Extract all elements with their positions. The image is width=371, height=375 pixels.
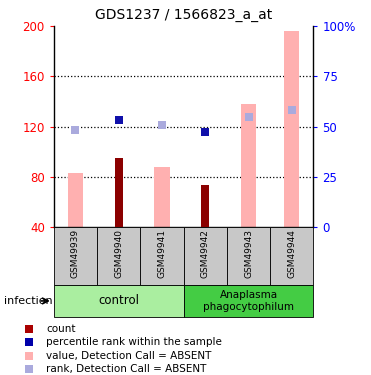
Bar <box>284 31 299 227</box>
Bar <box>97 227 140 285</box>
Text: infection: infection <box>4 296 52 306</box>
Bar <box>115 158 122 227</box>
Text: GSM49940: GSM49940 <box>114 229 123 278</box>
Text: GSM49941: GSM49941 <box>158 229 167 278</box>
Bar <box>140 227 184 285</box>
Text: value, Detection Call = ABSENT: value, Detection Call = ABSENT <box>46 351 211 361</box>
Text: GSM49939: GSM49939 <box>71 229 80 278</box>
Bar <box>154 166 170 227</box>
Bar <box>201 186 209 227</box>
Text: Anaplasma
phagocytophilum: Anaplasma phagocytophilum <box>203 290 294 312</box>
Text: GSM49944: GSM49944 <box>288 229 296 278</box>
Bar <box>270 227 313 285</box>
Text: GSM49942: GSM49942 <box>201 229 210 278</box>
Bar <box>227 227 270 285</box>
Bar <box>54 227 97 285</box>
Text: percentile rank within the sample: percentile rank within the sample <box>46 338 222 347</box>
Text: control: control <box>98 294 139 307</box>
Text: count: count <box>46 324 76 334</box>
Bar <box>184 227 227 285</box>
Text: GSM49943: GSM49943 <box>244 229 253 278</box>
Title: GDS1237 / 1566823_a_at: GDS1237 / 1566823_a_at <box>95 9 272 22</box>
Bar <box>68 173 83 227</box>
Bar <box>241 104 256 227</box>
Bar <box>54 285 184 317</box>
Text: rank, Detection Call = ABSENT: rank, Detection Call = ABSENT <box>46 364 207 374</box>
Bar <box>184 285 313 317</box>
